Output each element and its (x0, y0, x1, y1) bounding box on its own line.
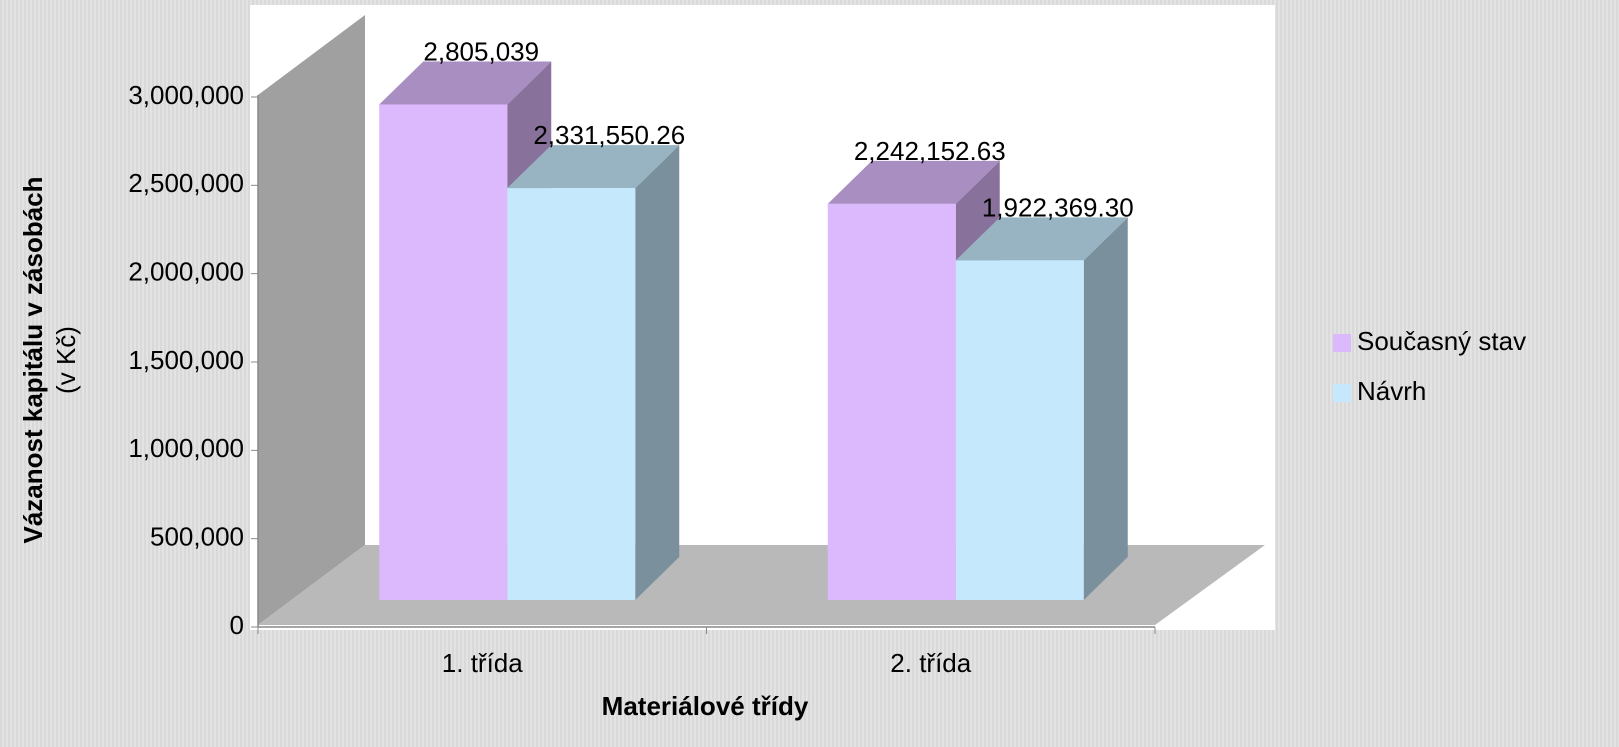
legend-label: Návrh (1357, 376, 1426, 406)
bar (827, 203, 956, 601)
y-tick-label: 0 (230, 610, 244, 640)
legend-swatch (1333, 384, 1351, 402)
bar (379, 104, 508, 600)
bar-side (1083, 217, 1128, 601)
bar-top (827, 160, 1000, 204)
data-label: 2,331,550.26 (533, 120, 685, 150)
legend-label: Současný stav (1357, 326, 1526, 356)
bar-side (635, 145, 680, 601)
bar-top (507, 145, 680, 189)
bar (507, 188, 636, 601)
data-label: 2,242,152.63 (854, 136, 1006, 166)
bar-top (955, 217, 1128, 261)
y-tick-label: 2,000,000 (128, 257, 244, 287)
x-tick-label: 1. třída (442, 648, 523, 678)
y-axis-title: Vázanost kapitálu v zásobách (18, 176, 48, 543)
y-axis-subtitle: (v Kč) (51, 326, 81, 394)
bar-top (379, 61, 552, 105)
back-wall (258, 15, 365, 625)
data-label: 1,922,369.30 (982, 192, 1134, 222)
y-tick-label: 1,500,000 (128, 345, 244, 375)
y-tick-label: 500,000 (150, 522, 244, 552)
y-tick-label: 3,000,000 (128, 80, 244, 110)
y-tick-label: 2,500,000 (128, 168, 244, 198)
x-tick-label: 2. třída (890, 648, 971, 678)
x-axis-title: Materiálové třídy (602, 691, 809, 721)
data-label: 2,805,039 (423, 36, 539, 66)
legend-swatch (1333, 334, 1351, 352)
y-tick-label: 1,000,000 (128, 433, 244, 463)
bar (955, 260, 1084, 600)
